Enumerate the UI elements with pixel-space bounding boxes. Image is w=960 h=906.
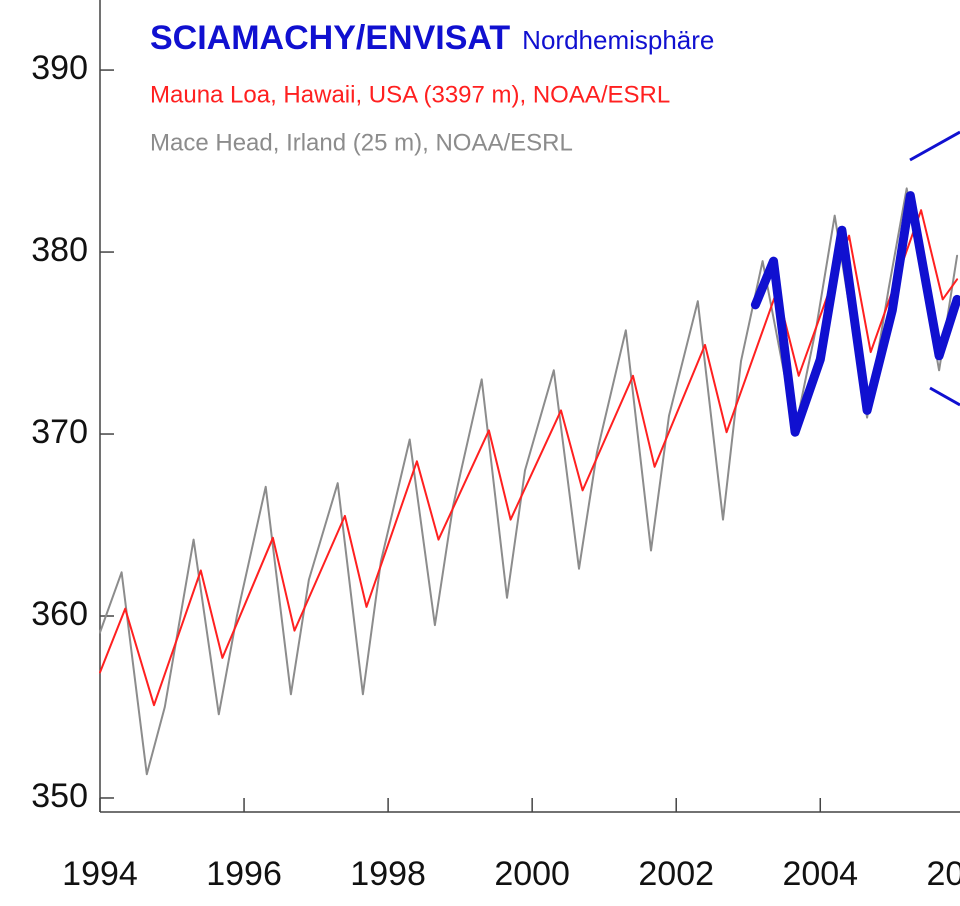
x-tick-label: 2000 bbox=[494, 855, 570, 893]
x-tick-label: 1994 bbox=[62, 855, 138, 893]
series-line bbox=[750, 191, 960, 437]
y-tick-label: 390 bbox=[31, 49, 88, 87]
decoration bbox=[929, 386, 960, 407]
x-tick-label: 1998 bbox=[350, 855, 426, 893]
legend-entry: Mauna Loa, Hawaii, USA (3397 m), NOAA/ES… bbox=[150, 81, 670, 108]
annotation: Nordhemisphäre bbox=[522, 25, 714, 55]
x-tick-label: 2006 bbox=[927, 855, 960, 893]
x-tick-label: 1996 bbox=[206, 855, 282, 893]
legend-entry: SCIAMACHY/ENVISAT bbox=[150, 19, 510, 57]
decoration bbox=[909, 130, 960, 162]
y-tick-label: 370 bbox=[31, 413, 88, 451]
x-tick-label: 2004 bbox=[782, 855, 858, 893]
legend-entry: Mace Head, Irland (25 m), NOAA/ESRL bbox=[150, 129, 573, 156]
y-tick-label: 380 bbox=[31, 231, 88, 269]
y-tick-label: 360 bbox=[31, 595, 88, 633]
x-tick-label: 2002 bbox=[638, 855, 714, 893]
y-tick-label: 350 bbox=[31, 777, 88, 815]
